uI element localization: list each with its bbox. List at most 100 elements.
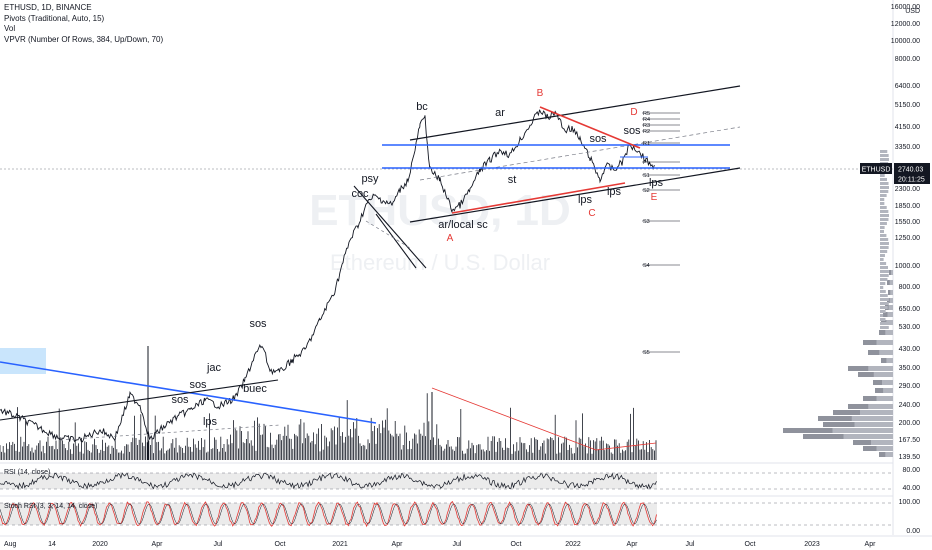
countdown-label: 20:11:25 [898, 177, 925, 184]
pivot-label: R4 [643, 117, 650, 123]
time-label: Jul [686, 541, 695, 548]
wyckoff-label-bc: bc [416, 101, 428, 113]
wyckoff-label-arlocalsc: ar/local sc [438, 219, 488, 231]
vpvr-bar [818, 416, 893, 421]
stoch-tick-0: 0.00 [906, 528, 920, 535]
supply-zone-box [0, 348, 46, 374]
vpvr-bar [887, 280, 893, 285]
symbol-line[interactable]: ETHUSD, 1D, BINANCE [4, 3, 92, 12]
wyckoff-label-st: st [508, 174, 517, 186]
price-tick-label: 1250.00 [895, 235, 920, 242]
vpvr-bar [880, 314, 884, 317]
vpvr-bar-down [823, 422, 855, 427]
vpvr-bar-down [853, 440, 871, 445]
vpvr-bar [880, 282, 886, 285]
vpvr-bar [873, 380, 893, 385]
watermark-sub: Ethereum / U.S. Dollar [330, 250, 550, 275]
wyckoff-label-ar: ar [495, 107, 505, 119]
vpvr-bar [880, 286, 884, 289]
vpvr-bar [880, 262, 887, 265]
dashed-line-2021 [365, 220, 411, 249]
wyckoff-label-sos: sos [589, 133, 607, 145]
red-volume-arrow-2 [595, 442, 657, 451]
vpvr-bar [803, 434, 893, 439]
vpvr-bar-down [868, 350, 880, 355]
vpvr-bar [880, 278, 888, 281]
wyckoff-label-lps: lps [607, 186, 622, 198]
price-tick-label: 139.50 [899, 454, 921, 461]
vpvr-bar [848, 404, 893, 409]
vpvr-bar [880, 266, 889, 269]
time-label: Apr [152, 541, 164, 548]
vpvr-bar [880, 254, 885, 257]
pivots-line[interactable]: Pivots (Traditional, Auto, 15) [4, 13, 105, 23]
red-ascending-line [451, 182, 626, 214]
vpvr-bar [880, 318, 886, 321]
pivot-label: S3 [643, 219, 650, 225]
stoch-series-line [0, 500, 657, 528]
vpvr-bar [880, 242, 889, 245]
wyckoff-label-sos: sos [623, 125, 641, 137]
price-series-line [0, 109, 655, 443]
price-tick-label: 10000.00 [891, 38, 920, 45]
time-label: Aug [4, 541, 17, 548]
time-label: 14 [48, 541, 56, 548]
pivot-label: R2 [643, 129, 650, 135]
stoch-tick-100: 100.00 [899, 499, 921, 506]
vol-line[interactable]: Vol [4, 24, 16, 33]
vpvr-bar [879, 452, 893, 457]
vpvr-line[interactable]: VPVR (Number Of Rows, 384, Up/Down, 70) [4, 34, 164, 44]
vpvr-bar-down [888, 290, 891, 295]
wyckoff-label-sos: sos [249, 318, 267, 330]
vpvr-bar [880, 306, 888, 309]
phase-label-c: C [588, 208, 595, 219]
ticker-tag-bg [860, 163, 892, 174]
vpvr-bar [880, 302, 889, 305]
stoch-band [0, 503, 657, 525]
phase-label-b: B [537, 88, 544, 99]
vpvr-bar [863, 396, 893, 401]
countdown-bg [894, 174, 930, 184]
pivot-label: S2 [643, 188, 650, 194]
price-tick-label: 1000.00 [895, 263, 920, 270]
vpvr-bar [833, 410, 893, 415]
price-tick-label: 12000.00 [891, 21, 920, 28]
vpvr-bar-down [879, 330, 886, 335]
time-label: Oct [275, 541, 286, 548]
vpvr-bar-down [887, 280, 890, 285]
wyckoff-label-buec: buec [243, 383, 267, 395]
vpvr-bar [880, 326, 889, 329]
vpvr-bar [880, 310, 886, 313]
time-label: Oct [511, 541, 522, 548]
vpvr-bar [880, 178, 888, 181]
rsi-band [0, 473, 657, 489]
vpvr-bar [880, 182, 889, 185]
price-tick-label: 5150.00 [895, 102, 920, 109]
pivot-label: P [643, 160, 647, 166]
vpvr-bar-down [875, 388, 884, 393]
price-tick-label: 650.00 [899, 306, 921, 313]
vpvr-bar [880, 206, 887, 209]
time-label: Apr [627, 541, 639, 548]
wyckoff-label-sos: sos [189, 379, 207, 391]
vpvr-bar [880, 294, 888, 297]
vpvr-bar-down [863, 396, 877, 401]
rsi-label: RSI (14, close) [4, 469, 50, 476]
price-tick-label: 350.00 [899, 365, 921, 372]
vpvr-bar-down [863, 340, 877, 345]
dashed-line-2020 [59, 424, 281, 441]
price-tick-label: 290.00 [899, 383, 921, 390]
time-label: 2020 [92, 541, 108, 548]
wyckoff-label-psy: psy [361, 173, 379, 185]
price-tick-label: 800.00 [899, 284, 921, 291]
vpvr-bar-down [783, 428, 833, 433]
vpvr-bar [888, 290, 893, 295]
watermark-main: ETHUSD, 1D [309, 186, 571, 235]
vpvr-bar-down [881, 358, 887, 363]
vpvr-bar [880, 222, 887, 225]
vpvr-bar [880, 214, 889, 217]
time-label: Jul [453, 541, 462, 548]
pivot-label: R1 [643, 141, 650, 147]
